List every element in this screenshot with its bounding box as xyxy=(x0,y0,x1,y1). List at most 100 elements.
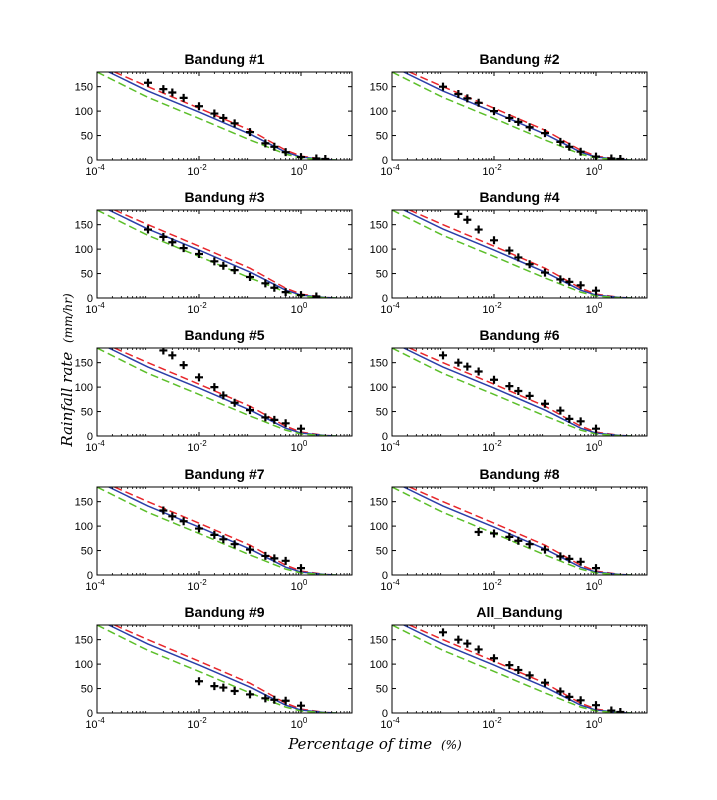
x-tick-label: 10-4 xyxy=(380,578,400,593)
y-tick-label: 150 xyxy=(370,635,388,647)
x-tick-label: 10-2 xyxy=(482,439,502,454)
green-dash-line xyxy=(97,487,337,575)
y-tick-label: 100 xyxy=(75,382,93,394)
x-tick-label: 100 xyxy=(586,163,603,178)
axes-box xyxy=(96,71,353,161)
observed-point xyxy=(246,406,254,415)
observed-point xyxy=(565,414,574,423)
observed-point xyxy=(576,696,585,705)
subplot-title: Bandung #9 xyxy=(184,604,264,620)
red-dash-line xyxy=(114,210,337,298)
x-tick-label: 100 xyxy=(291,439,308,454)
subplot-title: Bandung #5 xyxy=(184,327,264,343)
subplot-9: Bandung #9 0 50 100 150 10-4 10-2 100 xyxy=(75,604,353,731)
y-tick-label: 0 xyxy=(382,570,388,582)
observed-point xyxy=(525,540,534,549)
plot-area xyxy=(97,210,337,298)
observed-point xyxy=(270,415,279,424)
observed-markers xyxy=(439,351,600,433)
observed-point xyxy=(281,419,290,428)
observed-point xyxy=(490,107,498,116)
observed-point xyxy=(505,382,514,391)
red-dash-line xyxy=(114,625,337,713)
y-tick-label: 0 xyxy=(87,570,93,582)
observed-point xyxy=(576,281,585,290)
green-dash-line xyxy=(97,210,337,298)
observed-point xyxy=(592,564,600,573)
y-tick-label: 100 xyxy=(75,106,93,118)
observed-point xyxy=(261,139,270,148)
y-tick-label: 50 xyxy=(376,684,388,696)
subplot-title: Bandung #8 xyxy=(479,466,559,482)
red-dash-line xyxy=(409,487,632,575)
axes-box xyxy=(391,71,648,161)
axes-box xyxy=(96,347,353,437)
observed-point xyxy=(514,253,523,262)
y-tick-label: 0 xyxy=(382,708,388,720)
observed-point xyxy=(168,238,177,247)
plot-area xyxy=(392,625,632,713)
y-tick-label: 0 xyxy=(382,431,388,443)
subplot-title: Bandung #4 xyxy=(479,189,559,205)
observed-point xyxy=(261,413,270,422)
y-tick-label: 100 xyxy=(370,106,388,118)
observed-point xyxy=(514,117,523,126)
subplot-title: Bandung #2 xyxy=(479,51,559,67)
observed-point xyxy=(219,391,228,400)
observed-point xyxy=(210,109,219,118)
observed-point xyxy=(556,687,565,696)
axes-box xyxy=(391,624,648,714)
x-tick-label: 10-2 xyxy=(187,301,207,316)
y-tick-label: 50 xyxy=(376,546,388,558)
observed-markers xyxy=(144,225,321,298)
green-dash-line xyxy=(392,348,632,436)
observed-point xyxy=(505,661,514,670)
observed-point xyxy=(210,383,219,392)
observed-point xyxy=(270,554,279,563)
observed-markers xyxy=(439,628,625,713)
x-tick-label: 100 xyxy=(586,301,603,316)
observed-point xyxy=(463,639,472,648)
x-tick-label: 100 xyxy=(291,301,308,316)
observed-point xyxy=(297,701,305,710)
observed-point xyxy=(210,257,219,266)
green-dash-line xyxy=(392,487,632,575)
observed-point xyxy=(592,701,600,710)
observed-point xyxy=(230,687,239,695)
y-tick-label: 150 xyxy=(75,497,93,509)
observed-point xyxy=(556,137,565,146)
observed-point xyxy=(281,288,290,297)
observed-point xyxy=(541,678,549,687)
observed-point xyxy=(505,113,514,122)
y-tick-label: 50 xyxy=(81,546,93,558)
x-axis-label: Percentage of time (%) xyxy=(287,735,462,753)
subplot-8: Bandung #8 0 50 100 150 10-4 10-2 100 xyxy=(370,466,648,593)
observed-point xyxy=(525,391,534,400)
x-tick-label: 10-4 xyxy=(85,716,105,731)
observed-point xyxy=(454,358,463,367)
observed-point xyxy=(576,147,585,156)
x-tick-label: 10-4 xyxy=(380,301,400,316)
observed-point xyxy=(592,424,600,433)
observed-point xyxy=(439,82,447,91)
x-tick-label: 10-4 xyxy=(380,439,400,454)
y-tick-label: 100 xyxy=(75,659,93,671)
observed-point xyxy=(159,232,168,241)
observed-point xyxy=(556,275,565,284)
observed-point xyxy=(505,532,514,541)
observed-point xyxy=(565,554,574,563)
plot-area xyxy=(392,348,632,436)
observed-point xyxy=(297,564,305,573)
observed-markers xyxy=(474,527,600,573)
green-dash-line xyxy=(392,625,632,713)
observed-point xyxy=(490,236,498,245)
observed-point xyxy=(195,373,203,382)
green-dash-line xyxy=(97,348,337,436)
red-dash-line xyxy=(114,348,337,436)
y-tick-label: 100 xyxy=(75,244,93,256)
y-tick-label: 0 xyxy=(87,431,93,443)
observed-point xyxy=(514,536,523,545)
observed-point xyxy=(230,119,239,128)
observed-point xyxy=(168,88,177,97)
